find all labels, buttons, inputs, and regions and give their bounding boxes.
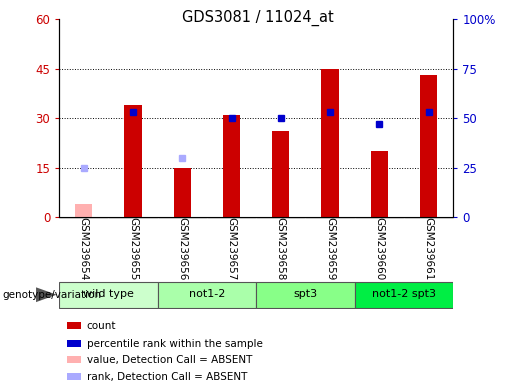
Bar <box>371 151 388 217</box>
Text: GSM239654: GSM239654 <box>79 217 89 280</box>
FancyBboxPatch shape <box>59 282 158 308</box>
Text: GSM239656: GSM239656 <box>177 217 187 280</box>
Bar <box>420 75 437 217</box>
Bar <box>75 204 93 217</box>
Bar <box>67 356 81 363</box>
Text: GSM239659: GSM239659 <box>325 217 335 280</box>
Text: GDS3081 / 11024_at: GDS3081 / 11024_at <box>182 10 333 26</box>
Text: GSM239655: GSM239655 <box>128 217 138 280</box>
Bar <box>272 131 289 217</box>
Bar <box>67 373 81 381</box>
Bar <box>67 340 81 347</box>
Text: value, Detection Call = ABSENT: value, Detection Call = ABSENT <box>87 355 252 365</box>
Text: wild type: wild type <box>83 289 134 299</box>
FancyBboxPatch shape <box>158 282 256 308</box>
Text: GSM239661: GSM239661 <box>423 217 434 280</box>
Text: count: count <box>87 321 116 331</box>
Bar <box>321 69 339 217</box>
Bar <box>223 115 240 217</box>
Polygon shape <box>36 287 57 302</box>
Bar <box>174 167 191 217</box>
Text: spt3: spt3 <box>294 289 318 299</box>
Text: percentile rank within the sample: percentile rank within the sample <box>87 339 263 349</box>
Bar <box>67 322 81 329</box>
FancyBboxPatch shape <box>256 282 355 308</box>
Text: not1-2 spt3: not1-2 spt3 <box>372 289 436 299</box>
Text: GSM239658: GSM239658 <box>276 217 286 280</box>
Text: not1-2: not1-2 <box>189 289 225 299</box>
FancyBboxPatch shape <box>355 282 453 308</box>
Text: GSM239657: GSM239657 <box>227 217 236 280</box>
Text: rank, Detection Call = ABSENT: rank, Detection Call = ABSENT <box>87 372 247 382</box>
Text: GSM239660: GSM239660 <box>374 217 384 280</box>
Bar <box>125 105 142 217</box>
Text: genotype/variation: genotype/variation <box>3 290 101 300</box>
